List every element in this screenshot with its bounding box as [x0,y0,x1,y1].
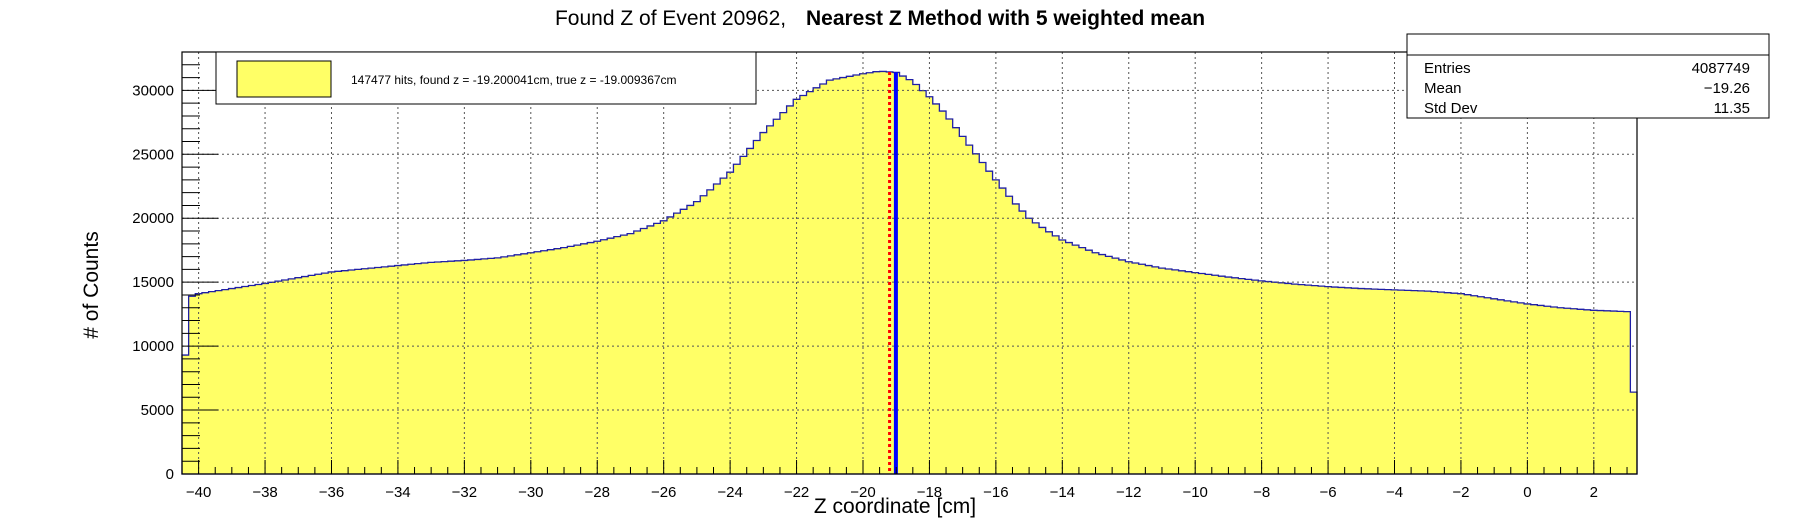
legend-swatch [236,60,332,98]
grid [182,52,1637,474]
stats-mean-value: −19.26 [1704,80,1750,97]
axis-ticks [181,51,1628,475]
y-axis-label: # of Counts [80,231,103,338]
x-tick-label: −16 [983,484,1008,501]
y-tick-label: 0 [166,466,174,483]
x-tick-label: −10 [1182,484,1207,501]
x-tick-label: −22 [784,484,809,501]
x-tick-label: −20 [850,484,875,501]
x-tick-label: −34 [385,484,410,501]
histogram-outline [181,70,1638,475]
stats-stddev-label: Std Dev [1424,100,1478,117]
y-tick-label: 15000 [132,274,174,291]
x-tick-label: 0 [1523,484,1531,501]
z-marker-lines [888,71,898,474]
x-tick-label: −14 [1050,484,1075,501]
x-tick-label: −30 [518,484,543,501]
stats-stddev-value: 11.35 [1714,100,1750,117]
y-tick-label: 5000 [141,402,174,419]
x-tick-label: −4 [1386,484,1403,501]
y-tick-label: 25000 [132,146,174,163]
stats-mean-label: Mean [1424,80,1462,97]
y-tick-labels: 0 5000 10000 15000 20000 25000 30000 [132,82,174,483]
y-tick-label: 10000 [132,338,174,355]
x-tick-labels: −40 −38 −36 −34 −32 −30 −28 −26 −24 −22 −20 −18 −16−… [186,484,1598,501]
y-tick-label: 30000 [132,82,174,99]
x-tick-label: −24 [717,484,742,501]
x-tick-label: −28 [585,484,610,501]
stats-entries-value: 4087749 [1692,60,1750,77]
plot-frame [181,51,1638,475]
y-tick-label: 20000 [132,210,174,227]
x-tick-label: −6 [1320,484,1337,501]
legend-entry-label: 147477 hits, found z = -19.200041cm, tru… [351,73,677,87]
histogram-fill [182,71,1637,474]
x-tick-label: −8 [1253,484,1270,501]
x-tick-label: −36 [319,484,344,501]
stats-entries-label: Entries [1424,60,1471,77]
x-tick-label: −40 [186,484,211,501]
x-axis-label: Z coordinate [cm] [814,495,976,518]
x-tick-label: −38 [252,484,277,501]
x-tick-label: −2 [1452,484,1469,501]
x-tick-label: −12 [1116,484,1141,501]
x-tick-label: 2 [1590,484,1598,501]
chart-title: Found Z of Event 20962, Nearest Z Method… [555,7,1205,30]
x-tick-label: −26 [651,484,676,501]
stats-box: Entries 4087749 Mean −19.26 Std Dev 11.3… [1406,33,1770,119]
x-tick-label: −18 [917,484,942,501]
legend-box: 147477 hits, found z = -19.200041cm, tru… [215,51,757,105]
x-tick-label: −32 [452,484,477,501]
